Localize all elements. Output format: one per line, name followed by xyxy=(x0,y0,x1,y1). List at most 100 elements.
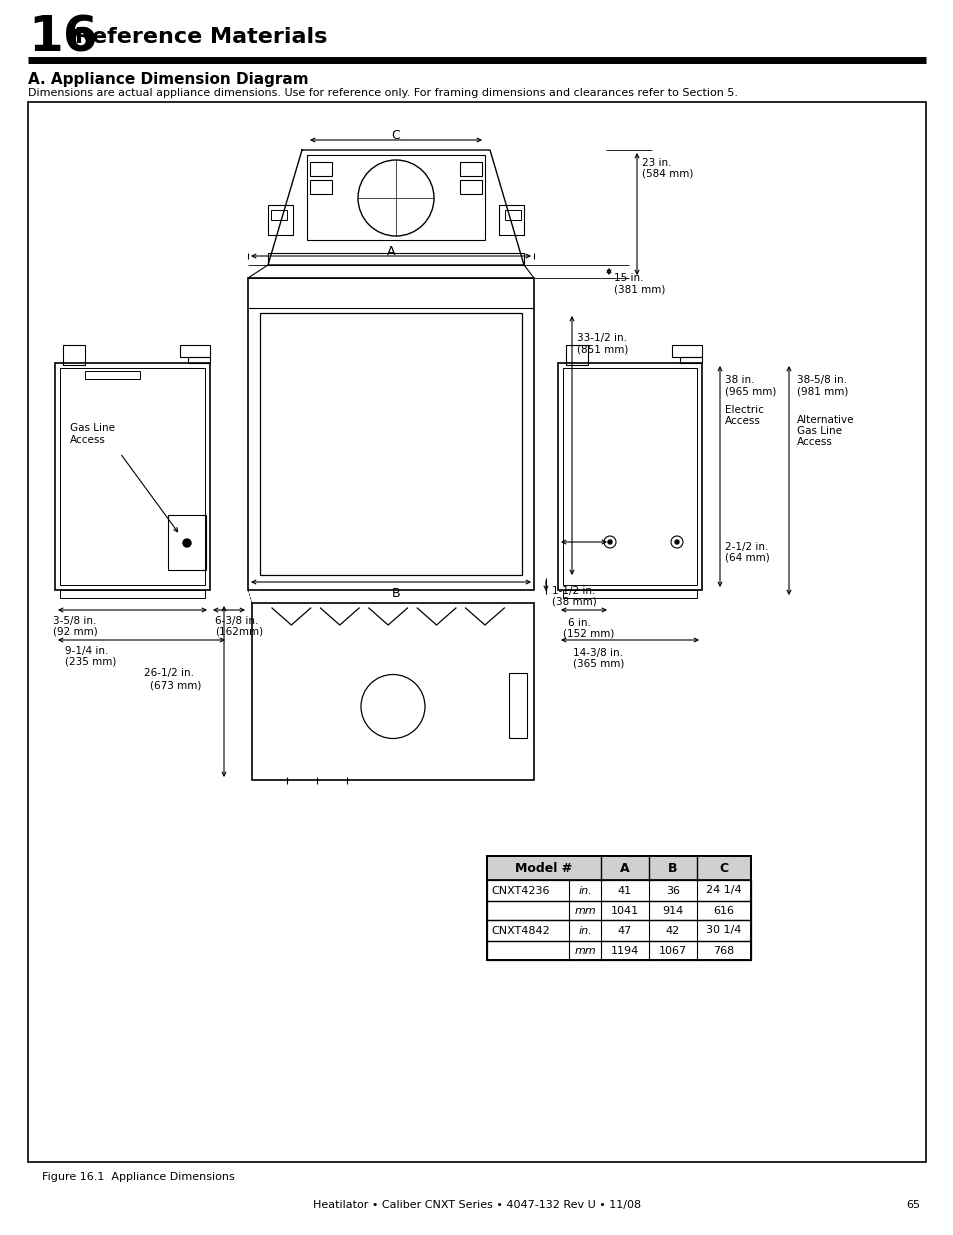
Text: in.: in. xyxy=(578,885,591,895)
Bar xyxy=(486,856,750,881)
Text: 14-3/8 in.: 14-3/8 in. xyxy=(573,648,622,658)
Bar xyxy=(459,180,481,194)
Text: (162mm): (162mm) xyxy=(214,627,263,637)
Bar xyxy=(271,210,287,220)
Text: Model #: Model # xyxy=(515,862,572,874)
Text: Access: Access xyxy=(796,437,832,447)
Text: 23 in.: 23 in. xyxy=(641,158,671,168)
Bar xyxy=(486,920,750,941)
Text: (965 mm): (965 mm) xyxy=(724,387,776,396)
Bar xyxy=(486,856,750,960)
Bar xyxy=(63,345,85,366)
Bar xyxy=(498,205,523,235)
Bar xyxy=(268,205,293,235)
Text: 33-1/2 in.: 33-1/2 in. xyxy=(577,333,626,343)
Text: 16: 16 xyxy=(28,14,97,62)
Text: C: C xyxy=(719,862,728,874)
Bar xyxy=(310,162,332,177)
Text: 26-1/2 in.: 26-1/2 in. xyxy=(144,668,193,678)
Bar xyxy=(28,103,925,1162)
Bar xyxy=(562,590,697,598)
Text: 30 1/4: 30 1/4 xyxy=(705,925,740,935)
Bar xyxy=(486,902,750,920)
Text: 1041: 1041 xyxy=(610,905,639,915)
Text: Heatilator • Caliber CNXT Series • 4047-132 Rev U • 11/08: Heatilator • Caliber CNXT Series • 4047-… xyxy=(313,1200,640,1210)
Text: B: B xyxy=(667,862,677,874)
Text: mm: mm xyxy=(574,905,596,915)
Text: C: C xyxy=(392,128,400,142)
Text: 42: 42 xyxy=(665,925,679,935)
Circle shape xyxy=(183,538,191,547)
Text: 9-1/4 in.: 9-1/4 in. xyxy=(65,646,109,656)
Bar xyxy=(168,515,206,571)
Text: (584 mm): (584 mm) xyxy=(641,169,693,179)
Text: 914: 914 xyxy=(661,905,683,915)
Text: (365 mm): (365 mm) xyxy=(573,659,623,669)
Text: 38 in.: 38 in. xyxy=(724,375,754,385)
Text: CNXT4842: CNXT4842 xyxy=(491,925,549,935)
Circle shape xyxy=(607,540,612,543)
Text: 15 in.: 15 in. xyxy=(614,273,643,283)
Text: Access: Access xyxy=(70,435,106,445)
Text: A: A xyxy=(386,245,395,258)
Text: Gas Line: Gas Line xyxy=(70,424,115,433)
Bar xyxy=(85,370,140,379)
Text: 2-1/2 in.: 2-1/2 in. xyxy=(724,542,767,552)
Text: (981 mm): (981 mm) xyxy=(796,387,847,396)
Bar xyxy=(558,363,701,590)
Text: 36: 36 xyxy=(665,885,679,895)
Text: (673 mm): (673 mm) xyxy=(151,680,201,690)
Text: 41: 41 xyxy=(618,885,632,895)
Text: in.: in. xyxy=(578,925,591,935)
Circle shape xyxy=(675,540,679,543)
Bar xyxy=(268,253,523,266)
Bar xyxy=(188,357,210,363)
Bar xyxy=(509,673,526,739)
Text: 38-5/8 in.: 38-5/8 in. xyxy=(796,375,846,385)
Text: (235 mm): (235 mm) xyxy=(65,657,116,667)
Text: CNXT4236: CNXT4236 xyxy=(491,885,549,895)
Bar xyxy=(248,278,534,590)
Text: Reference Materials: Reference Materials xyxy=(75,27,327,47)
Text: 24 1/4: 24 1/4 xyxy=(705,885,741,895)
Text: 1067: 1067 xyxy=(659,946,686,956)
Bar xyxy=(565,345,587,366)
Text: (152 mm): (152 mm) xyxy=(562,629,614,638)
Text: 47: 47 xyxy=(618,925,632,935)
Bar xyxy=(504,210,520,220)
Text: Electric: Electric xyxy=(724,405,763,415)
Bar xyxy=(260,312,521,576)
Text: 3-5/8 in.: 3-5/8 in. xyxy=(53,616,96,626)
Text: Gas Line: Gas Line xyxy=(796,426,841,436)
Text: 1194: 1194 xyxy=(610,946,639,956)
Text: Figure 16.1  Appliance Dimensions: Figure 16.1 Appliance Dimensions xyxy=(42,1172,234,1182)
Text: (64 mm): (64 mm) xyxy=(724,553,769,563)
Text: 6 in.: 6 in. xyxy=(567,618,590,629)
Bar xyxy=(671,345,701,357)
Text: Alternative: Alternative xyxy=(796,415,854,425)
Text: (381 mm): (381 mm) xyxy=(614,284,664,294)
Bar xyxy=(60,368,205,585)
Text: 6-3/8 in.: 6-3/8 in. xyxy=(214,616,258,626)
Text: (851 mm): (851 mm) xyxy=(577,345,628,354)
Bar xyxy=(252,603,534,781)
Bar xyxy=(307,156,484,240)
Bar xyxy=(60,590,205,598)
Bar xyxy=(180,345,210,357)
Text: 1-1/2 in.: 1-1/2 in. xyxy=(552,585,595,597)
Text: A: A xyxy=(619,862,629,874)
Text: 768: 768 xyxy=(713,946,734,956)
Text: Access: Access xyxy=(724,416,760,426)
Text: 616: 616 xyxy=(713,905,734,915)
Bar xyxy=(486,881,750,902)
Text: 65: 65 xyxy=(905,1200,919,1210)
Text: A. Appliance Dimension Diagram: A. Appliance Dimension Diagram xyxy=(28,72,309,86)
Text: mm: mm xyxy=(574,946,596,956)
Bar xyxy=(55,363,210,590)
Bar xyxy=(679,357,701,363)
Text: Dimensions are actual appliance dimensions. Use for reference only. For framing : Dimensions are actual appliance dimensio… xyxy=(28,88,738,98)
Bar xyxy=(562,368,697,585)
Text: (92 mm): (92 mm) xyxy=(53,627,97,637)
Bar xyxy=(310,180,332,194)
Text: B: B xyxy=(392,587,400,600)
